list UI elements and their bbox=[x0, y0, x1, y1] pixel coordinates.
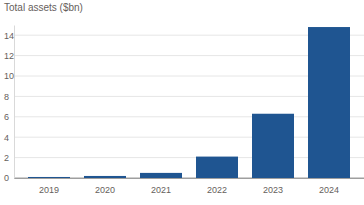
x-tick: 2021 bbox=[151, 178, 171, 195]
chart: Total assets ($bn) 0 2 4 6 8 10 12 14 2019 2020 202… bbox=[0, 0, 364, 205]
y-tick-label: 14 bbox=[4, 31, 14, 41]
y-axis-line bbox=[14, 26, 15, 179]
x-tick-label: 2019 bbox=[39, 185, 59, 195]
bar bbox=[196, 157, 238, 178]
bar bbox=[28, 177, 70, 178]
x-tick: 2024 bbox=[319, 178, 339, 195]
bar bbox=[252, 114, 294, 178]
y-tick: 12 bbox=[4, 51, 14, 61]
y-tick-label: 0 bbox=[4, 173, 9, 183]
y-tick: 2 bbox=[4, 153, 14, 163]
y-tick-label: 8 bbox=[4, 92, 9, 102]
y-tick-label: 4 bbox=[4, 133, 9, 143]
x-tick: 2020 bbox=[95, 178, 115, 195]
y-tick: 4 bbox=[4, 133, 14, 143]
y-tick-label: 12 bbox=[4, 51, 14, 61]
y-tick-label: 2 bbox=[4, 153, 9, 163]
x-tick: 2022 bbox=[207, 178, 227, 195]
x-tick: 2023 bbox=[263, 178, 283, 195]
chart-title: Total assets ($bn) bbox=[4, 2, 83, 13]
x-tick-label: 2020 bbox=[95, 185, 115, 195]
y-tick: 10 bbox=[4, 71, 14, 81]
x-axis-line bbox=[15, 178, 364, 179]
bar bbox=[84, 176, 126, 178]
x-tick-label: 2021 bbox=[151, 185, 171, 195]
x-tick: 2019 bbox=[39, 178, 59, 195]
x-axis: 2019 2020 2021 2022 2023 2024 bbox=[15, 178, 364, 195]
bar bbox=[140, 173, 182, 178]
y-tick: 14 bbox=[4, 31, 14, 41]
y-tick-label: 10 bbox=[4, 71, 14, 81]
y-tick-label: 6 bbox=[4, 112, 9, 122]
x-tick-label: 2022 bbox=[207, 185, 227, 195]
y-tick: 0 bbox=[4, 173, 14, 183]
bars bbox=[28, 27, 350, 178]
plot: 0 2 4 6 8 10 12 14 2019 2020 2021 2022 2023 2024 bbox=[4, 26, 364, 196]
bar bbox=[308, 27, 350, 178]
x-tick-label: 2024 bbox=[319, 185, 339, 195]
y-axis: 0 2 4 6 8 10 12 14 bbox=[4, 26, 15, 184]
y-tick: 8 bbox=[4, 92, 14, 102]
x-tick-label: 2023 bbox=[263, 185, 283, 195]
y-tick: 6 bbox=[4, 112, 14, 122]
